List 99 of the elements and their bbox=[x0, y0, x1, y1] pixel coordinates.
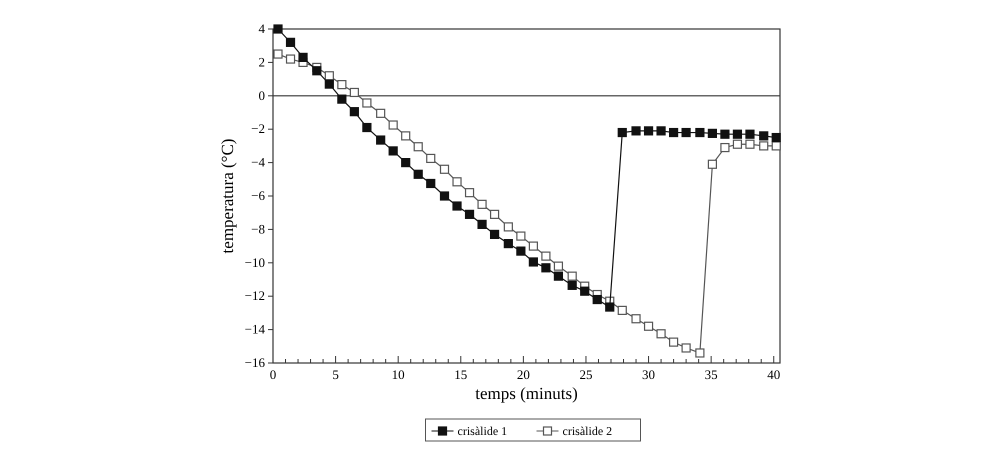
y-tick-label: −4 bbox=[251, 154, 266, 170]
point bbox=[592, 294, 602, 304]
point bbox=[656, 329, 666, 338]
point bbox=[644, 126, 654, 136]
point bbox=[682, 128, 691, 138]
point bbox=[376, 108, 386, 118]
point bbox=[298, 52, 308, 62]
y-tick-label: 0 bbox=[258, 88, 265, 103]
point bbox=[452, 201, 462, 211]
point bbox=[440, 191, 450, 201]
y-tick-label: −6 bbox=[251, 188, 266, 203]
y-tick-label: 2 bbox=[258, 54, 265, 70]
y-axis-title: temperatura (°C) bbox=[218, 138, 237, 254]
point bbox=[337, 80, 346, 90]
point bbox=[388, 120, 398, 130]
point bbox=[324, 71, 334, 80]
point bbox=[312, 66, 322, 76]
point bbox=[759, 141, 768, 150]
point bbox=[682, 343, 691, 353]
point bbox=[490, 210, 500, 219]
point bbox=[618, 128, 627, 138]
point bbox=[273, 49, 283, 59]
y-tick-label: 4 bbox=[258, 21, 266, 36]
point bbox=[668, 128, 678, 138]
y-tick-label: −8 bbox=[251, 221, 265, 236]
point bbox=[631, 314, 641, 324]
legend-label: crisàlide 1 bbox=[458, 424, 508, 438]
point bbox=[401, 158, 410, 168]
point bbox=[656, 126, 666, 136]
point bbox=[516, 231, 526, 241]
point bbox=[324, 80, 334, 89]
point bbox=[618, 306, 627, 315]
point bbox=[388, 146, 398, 156]
point bbox=[350, 88, 359, 98]
point bbox=[554, 272, 564, 281]
point bbox=[708, 128, 717, 138]
point bbox=[426, 154, 436, 164]
point bbox=[452, 177, 462, 186]
point bbox=[568, 272, 577, 281]
point bbox=[695, 128, 704, 138]
y-tick-label: −2 bbox=[251, 121, 265, 136]
x-tick-label: 10 bbox=[392, 367, 405, 382]
point bbox=[273, 24, 283, 34]
point bbox=[568, 280, 577, 290]
x-tick-label: 30 bbox=[642, 367, 656, 382]
y-tick-label: −10 bbox=[244, 254, 265, 270]
point bbox=[720, 142, 730, 152]
point bbox=[376, 135, 386, 145]
x-tick-label: 0 bbox=[270, 367, 276, 382]
legend-label: crisàlide 2 bbox=[562, 424, 612, 438]
x-tick-label: 40 bbox=[767, 367, 780, 382]
point bbox=[362, 98, 372, 108]
point bbox=[490, 230, 500, 240]
point bbox=[464, 210, 474, 219]
point bbox=[464, 188, 474, 198]
point bbox=[644, 322, 654, 331]
x-tick-label: 15 bbox=[454, 367, 468, 382]
point bbox=[541, 263, 551, 272]
y-tick-label: −12 bbox=[244, 288, 265, 304]
point bbox=[708, 160, 717, 169]
x-tick-label: 5 bbox=[332, 367, 339, 382]
point bbox=[732, 140, 742, 149]
point bbox=[541, 252, 551, 261]
point bbox=[580, 286, 590, 296]
point bbox=[720, 130, 730, 139]
point bbox=[414, 142, 423, 152]
point bbox=[477, 220, 487, 229]
x-tick-label: 25 bbox=[579, 367, 592, 382]
point bbox=[504, 238, 513, 248]
point bbox=[772, 141, 781, 150]
point bbox=[631, 126, 641, 136]
point bbox=[440, 164, 450, 174]
point bbox=[426, 178, 436, 188]
point bbox=[337, 94, 346, 104]
point bbox=[286, 38, 296, 47]
point bbox=[605, 302, 614, 312]
point bbox=[759, 131, 768, 140]
point bbox=[745, 130, 755, 139]
point bbox=[362, 122, 372, 132]
point bbox=[554, 262, 564, 271]
x-tick-label: 35 bbox=[704, 367, 718, 382]
point bbox=[695, 348, 704, 358]
point bbox=[477, 200, 487, 209]
point bbox=[745, 140, 755, 149]
point bbox=[516, 246, 526, 256]
point bbox=[528, 242, 538, 251]
point bbox=[504, 222, 513, 232]
x-axis-title: temps (minuts) bbox=[475, 384, 578, 403]
point bbox=[350, 107, 359, 116]
y-tick-label: −16 bbox=[244, 355, 266, 370]
point bbox=[668, 338, 678, 347]
y-tick-label: −14 bbox=[244, 322, 266, 337]
point bbox=[772, 132, 781, 142]
point bbox=[528, 257, 538, 267]
x-tick-label: 20 bbox=[516, 367, 530, 382]
point bbox=[401, 131, 410, 140]
point bbox=[414, 170, 423, 179]
point bbox=[286, 54, 296, 64]
point bbox=[732, 130, 742, 139]
